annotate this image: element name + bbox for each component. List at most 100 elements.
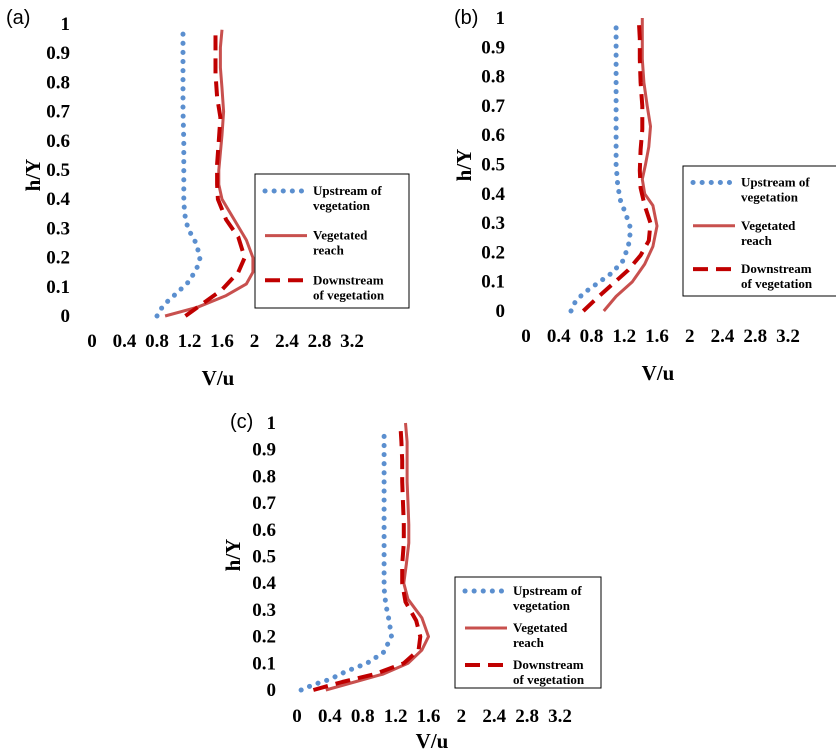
legend-label: reach bbox=[741, 233, 773, 248]
legend-label: Upstream of bbox=[741, 174, 810, 189]
y-tick-label: 0.6 bbox=[481, 125, 505, 146]
y-tick-label: 0.5 bbox=[481, 155, 505, 176]
y-tick-label: 0.1 bbox=[46, 277, 70, 298]
x-tick-label: 2.8 bbox=[308, 331, 332, 352]
series-line-dotted bbox=[568, 24, 634, 314]
y-tick-label: 0.9 bbox=[46, 43, 70, 64]
y-tick-label: 1 bbox=[267, 413, 277, 434]
x-tick-label: 2.4 bbox=[482, 706, 506, 727]
y-tick-label: 0.2 bbox=[46, 248, 70, 269]
x-tick-label: 1.6 bbox=[417, 706, 441, 727]
series-line-solid bbox=[164, 29, 255, 318]
legend-label: Downstream bbox=[313, 272, 384, 287]
series-line-dotted bbox=[298, 428, 394, 693]
y-tick-label: 0.1 bbox=[481, 272, 505, 293]
x-tick-label: 1.6 bbox=[645, 326, 669, 347]
legend-label: reach bbox=[313, 243, 345, 258]
x-tick-label: 0.4 bbox=[318, 706, 342, 727]
legend-box bbox=[254, 173, 410, 309]
y-tick-label: 0.1 bbox=[252, 653, 276, 674]
legend-label: of vegetation bbox=[741, 276, 813, 291]
legend-label: reach bbox=[513, 635, 545, 650]
x-tick-label: 2 bbox=[457, 706, 467, 727]
y-tick-label: 0.4 bbox=[252, 573, 276, 594]
y-tick-label: 0 bbox=[61, 306, 71, 327]
x-tick-label: 2.8 bbox=[515, 706, 539, 727]
series-line-solid bbox=[602, 18, 659, 312]
x-tick-label: 0.8 bbox=[351, 706, 375, 727]
y-axis-title: h/Y bbox=[21, 159, 45, 192]
y-tick-label: 0.3 bbox=[46, 218, 70, 239]
legend-label: Upstream of bbox=[313, 183, 382, 198]
series-line-solid bbox=[325, 422, 430, 692]
x-tick-label: 3.2 bbox=[776, 326, 800, 347]
y-tick-label: 0.7 bbox=[46, 102, 70, 123]
x-tick-label: 2.8 bbox=[743, 326, 767, 347]
x-tick-label: 2.4 bbox=[711, 326, 735, 347]
y-axis-title: h/Y bbox=[452, 149, 476, 182]
x-tick-label: 2 bbox=[685, 326, 695, 347]
y-tick-label: 0.2 bbox=[481, 242, 505, 263]
legend-label: of vegetation bbox=[313, 287, 385, 302]
x-tick-label: 3.2 bbox=[340, 331, 364, 352]
x-tick-label: 0.8 bbox=[145, 331, 169, 352]
x-tick-label: 0.4 bbox=[113, 331, 137, 352]
y-tick-label: 0.7 bbox=[252, 493, 276, 514]
x-tick-label: 3.2 bbox=[548, 706, 572, 727]
y-tick-label: 0.3 bbox=[252, 600, 276, 621]
legend-label: Vegetated bbox=[741, 218, 796, 233]
x-tick-label: 2.4 bbox=[275, 331, 299, 352]
series-line-dashed bbox=[581, 23, 653, 313]
panel-label: (c) bbox=[230, 411, 253, 433]
y-tick-label: 0.8 bbox=[252, 466, 276, 487]
y-tick-label: 0.5 bbox=[46, 160, 70, 181]
y-tick-label: 0.4 bbox=[46, 189, 70, 210]
y-tick-label: 0.2 bbox=[252, 627, 276, 648]
series-line-dashed bbox=[184, 32, 247, 318]
x-tick-label: 0 bbox=[521, 326, 531, 347]
x-tick-label: 1.2 bbox=[178, 331, 202, 352]
x-axis-title: V/u bbox=[642, 361, 675, 385]
y-tick-label: 1 bbox=[61, 14, 71, 35]
series-line-dotted bbox=[154, 30, 203, 319]
y-tick-label: 1 bbox=[496, 8, 506, 29]
y-tick-label: 0.5 bbox=[252, 547, 276, 568]
y-tick-label: 0.3 bbox=[481, 213, 505, 234]
panel-label: (a) bbox=[6, 7, 30, 29]
x-tick-label: 1.6 bbox=[210, 331, 234, 352]
y-tick-label: 0.9 bbox=[481, 37, 505, 58]
y-tick-label: 0.7 bbox=[481, 96, 505, 117]
y-tick-label: 0.6 bbox=[252, 520, 276, 541]
y-tick-label: 0 bbox=[496, 301, 506, 322]
x-tick-label: 1.2 bbox=[384, 706, 408, 727]
x-tick-label: 0 bbox=[87, 331, 97, 352]
x-tick-label: 0 bbox=[292, 706, 302, 727]
x-tick-label: 0.8 bbox=[580, 326, 604, 347]
legend-label: Downstream bbox=[741, 261, 812, 276]
legend-label: Vegetated bbox=[313, 228, 368, 243]
y-tick-label: 0.8 bbox=[481, 67, 505, 88]
y-axis-title: h/Y bbox=[221, 539, 245, 572]
legend-label: vegetation bbox=[741, 189, 799, 204]
x-tick-label: 0.4 bbox=[547, 326, 571, 347]
legend-box bbox=[682, 165, 836, 297]
y-tick-label: 0.4 bbox=[481, 184, 505, 205]
y-tick-label: 0.9 bbox=[252, 440, 276, 461]
x-axis-title: V/u bbox=[416, 729, 449, 751]
legend-label: Vegetated bbox=[513, 620, 568, 635]
legend-label: vegetation bbox=[313, 198, 371, 213]
panel-label: (b) bbox=[454, 7, 478, 29]
series-line-dashed bbox=[312, 428, 423, 692]
legend-label: Upstream of bbox=[513, 583, 582, 598]
x-tick-label: 2 bbox=[250, 331, 260, 352]
y-tick-label: 0.8 bbox=[46, 72, 70, 93]
x-tick-label: 1.2 bbox=[612, 326, 636, 347]
legend-label: Downstream bbox=[513, 657, 584, 672]
x-axis-title: V/u bbox=[202, 366, 235, 390]
y-tick-label: 0 bbox=[267, 680, 277, 701]
legend-box bbox=[454, 576, 602, 689]
legend-label: vegetation bbox=[513, 598, 571, 613]
legend-label: of vegetation bbox=[513, 672, 585, 687]
y-tick-label: 0.6 bbox=[46, 131, 70, 152]
